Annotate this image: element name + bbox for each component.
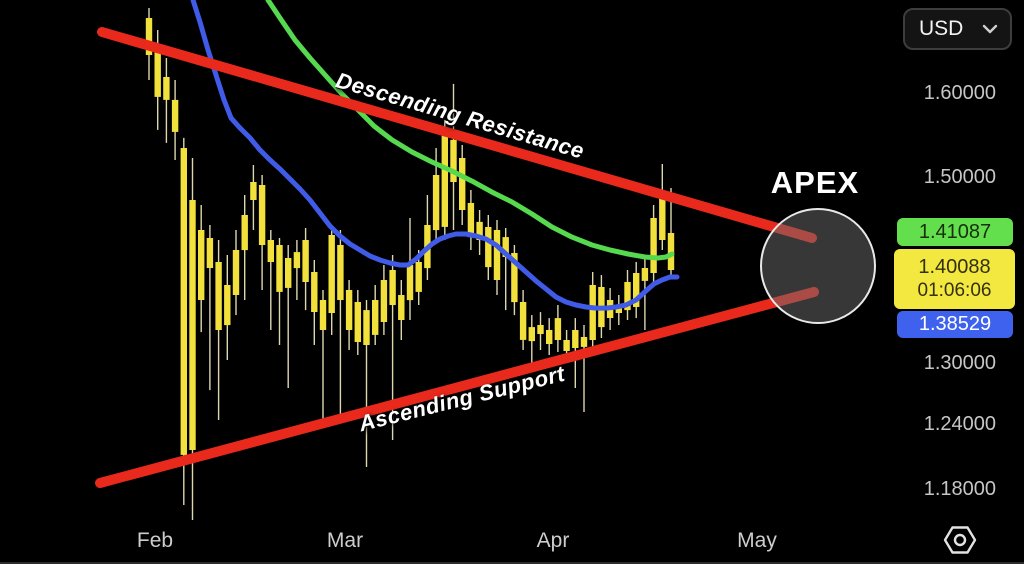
price-axis-tick: 1.50000 bbox=[923, 165, 996, 188]
currency-dropdown[interactable]: USD bbox=[903, 8, 1012, 50]
apex-circle bbox=[760, 208, 876, 324]
price-axis-tick: 1.30000 bbox=[923, 351, 996, 374]
candle-countdown: 01:06:06 bbox=[917, 280, 992, 301]
time-axis-month: Feb bbox=[136, 529, 174, 552]
apex-label: APEX bbox=[770, 165, 860, 200]
descending-resistance-line bbox=[97, 27, 817, 243]
price-axis-tick: 1.18000 bbox=[923, 477, 996, 500]
bottom-divider bbox=[0, 562, 1024, 564]
price-axis-tick: 1.24000 bbox=[923, 413, 996, 436]
time-axis-month: May bbox=[737, 529, 777, 552]
time-axis-month: Apr bbox=[536, 529, 570, 552]
ma-fast-price-badge: 1.38529 bbox=[897, 311, 1013, 338]
time-axis-month: Mar bbox=[326, 529, 364, 552]
price-axis-tick: 1.60000 bbox=[923, 82, 996, 105]
currency-dropdown-value: USD bbox=[919, 17, 964, 40]
ascending-support-line bbox=[95, 287, 819, 488]
last-price-value: 1.40088 bbox=[918, 256, 991, 278]
last-price-badge: 1.40088 01:06:06 bbox=[894, 249, 1015, 309]
chart-settings-button[interactable] bbox=[941, 522, 979, 558]
candle-bodies bbox=[145, 18, 675, 455]
chevron-down-icon bbox=[982, 24, 998, 34]
hexagon-settings-icon bbox=[943, 526, 977, 554]
ma-fast-line bbox=[190, 0, 680, 311]
ma-slow-line bbox=[265, 0, 675, 261]
ma-slow-price-badge: 1.41087 bbox=[897, 218, 1013, 246]
